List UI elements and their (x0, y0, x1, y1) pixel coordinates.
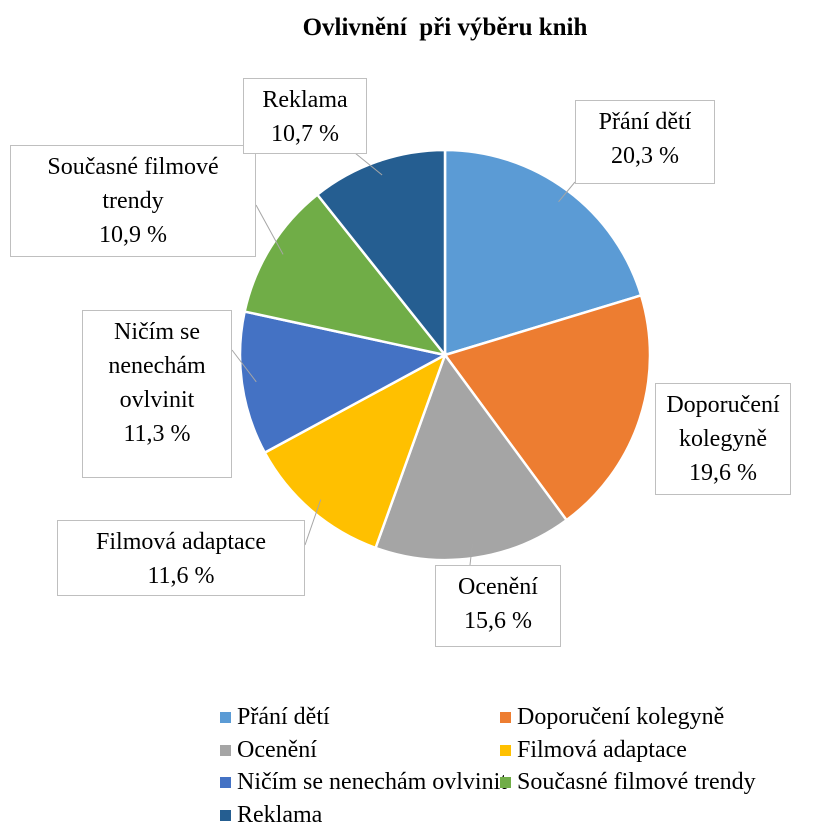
pie-slice (442, 293, 652, 522)
data-label-name: Přání dětí (598, 109, 692, 135)
leader-line (304, 499, 322, 546)
data-label: 11,6 % (147, 563, 215, 589)
data-label-box: Doporučení kolegyně 19,6 % (655, 383, 791, 495)
legend-label: Ocenění (237, 736, 317, 763)
data-label: 15,6 % (464, 608, 532, 634)
legend-swatch (500, 744, 511, 756)
leader-line (354, 152, 383, 176)
data-label: 19,6 % (689, 460, 757, 486)
data-label-box: Přání dětí 20,3 % (575, 100, 715, 184)
leader-line (469, 543, 473, 566)
data-label-box: Reklama 10,7 % (243, 78, 367, 154)
legend-label: Filmová adaptace (517, 736, 687, 763)
data-label: 10,9 % (99, 222, 167, 248)
data-label: 20,3 % (611, 143, 679, 169)
leader-line (255, 204, 284, 255)
data-label: 10,7 % (271, 121, 339, 147)
data-label-name: Ničím se nenechám ovlvinit (108, 319, 206, 413)
data-label-box: Filmová adaptace 11,6 % (57, 520, 305, 596)
leader-line (231, 349, 257, 383)
pie-slice (263, 352, 448, 550)
legend-swatch (500, 777, 511, 788)
data-label-box: Ocenění 15,6 % (435, 565, 561, 647)
legend-label: Doporučení kolegyně (517, 704, 725, 730)
data-label-name: Filmová adaptace (96, 529, 266, 555)
legend-label: Ničím se nenechám ovlvinit (237, 769, 507, 795)
legend-swatch (220, 712, 231, 723)
legend-swatch (500, 712, 511, 723)
data-label-name: Současné filmové trendy (47, 154, 219, 214)
data-label-box: Současné filmové trendy 10,9 % (10, 145, 256, 257)
pie-slice (373, 352, 569, 562)
data-label-name: Doporučení kolegyně (666, 392, 780, 452)
pie-slice (443, 148, 643, 357)
data-label-box: Ničím se nenechám ovlvinit 11,3 % (82, 310, 232, 478)
legend-swatch (220, 809, 231, 821)
pie-slice (238, 310, 449, 455)
legend-swatch (220, 777, 231, 788)
pie-slice (315, 148, 447, 359)
data-label-name: Reklama (262, 87, 348, 113)
chart-title: Ovlivnění při výběru knih (302, 14, 588, 41)
pie-slice (243, 192, 449, 357)
leader-line (558, 181, 576, 203)
legend-swatch (220, 744, 231, 756)
data-label-name: Ocenění (458, 574, 538, 600)
legend-label: Reklama (237, 801, 323, 828)
data-label: 11,3 % (123, 421, 191, 447)
legend-label: Přání dětí (237, 704, 330, 730)
legend-label: Současné filmové trendy (517, 769, 756, 795)
